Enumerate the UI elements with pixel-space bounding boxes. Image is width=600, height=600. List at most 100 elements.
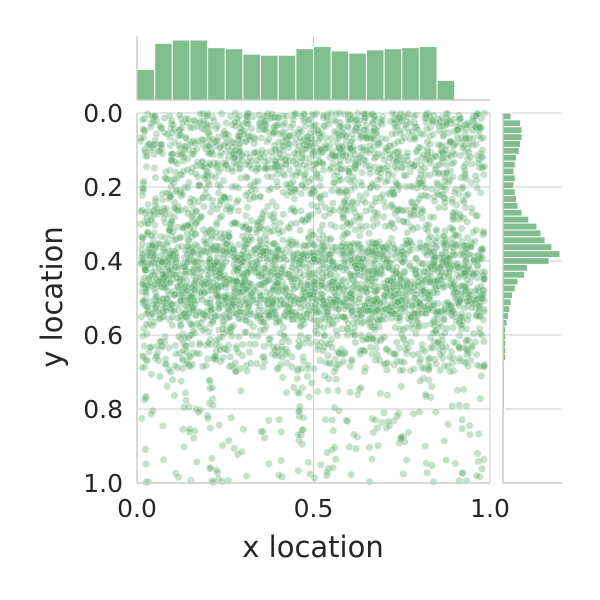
scatter-point <box>300 171 309 180</box>
scatter-point <box>199 136 208 145</box>
scatter-point <box>349 146 358 155</box>
scatter-point <box>215 265 224 274</box>
scatter-point <box>422 118 431 127</box>
scatter-point <box>444 265 453 273</box>
scatter-point <box>469 117 478 125</box>
scatter-point <box>308 142 317 151</box>
scatter-point <box>332 109 341 118</box>
scatter-point <box>176 130 184 139</box>
scatter-point <box>444 420 453 429</box>
scatter-point <box>301 136 310 145</box>
scatter-point <box>255 120 264 129</box>
scatter-point <box>404 128 413 137</box>
scatter-point <box>248 113 257 121</box>
scatter-point <box>403 156 412 165</box>
scatter-point <box>371 416 380 424</box>
scatter-point <box>260 342 268 351</box>
scatter-point <box>395 317 404 325</box>
scatter-point <box>328 147 337 156</box>
scatter-point <box>348 145 357 154</box>
scatter-point <box>384 417 393 426</box>
x-histogram-bar <box>348 52 367 101</box>
scatter-point <box>234 118 243 127</box>
scatter-point <box>276 162 285 170</box>
scatter-point <box>475 126 484 134</box>
scatter-point <box>239 130 248 138</box>
scatter-point <box>321 134 330 143</box>
scatter-point <box>304 177 313 186</box>
scatter-point <box>241 118 250 126</box>
scatter-point <box>163 295 171 304</box>
scatter-point <box>234 183 243 192</box>
scatter-point <box>295 128 303 137</box>
scatter-point <box>143 302 152 311</box>
scatter-point <box>318 158 327 167</box>
scatter-point <box>345 168 353 177</box>
scatter-point <box>222 205 231 214</box>
scatter-point <box>430 197 439 205</box>
scatter-point <box>244 157 252 166</box>
scatter-point <box>389 309 398 318</box>
scatter-point <box>244 109 253 118</box>
scatter-point <box>178 364 187 373</box>
scatter-point <box>440 437 449 445</box>
scatter-point <box>281 350 290 359</box>
scatter-point <box>281 128 289 136</box>
scatter-point <box>243 203 252 212</box>
scatter-point <box>429 329 437 337</box>
scatter-point <box>414 281 422 290</box>
scatter-point <box>195 119 204 128</box>
scatter-point <box>293 374 302 383</box>
scatter-point <box>328 319 337 328</box>
scatter-point <box>343 219 352 228</box>
scatter-point <box>187 233 196 241</box>
scatter-point <box>138 115 147 124</box>
scatter-point <box>437 182 446 191</box>
scatter-point <box>478 153 487 162</box>
scatter-point <box>245 225 254 234</box>
scatter-point <box>237 174 245 182</box>
scatter-point <box>339 249 348 258</box>
scatter-point <box>243 116 252 124</box>
scatter-point <box>219 317 228 326</box>
scatter-point <box>260 264 269 273</box>
scatter-point <box>140 363 149 371</box>
scatter-point <box>429 116 438 125</box>
scatter-point <box>284 152 292 161</box>
scatter-point <box>240 291 248 300</box>
scatter-point <box>423 150 432 159</box>
scatter-point <box>371 288 380 296</box>
scatter-point <box>397 433 406 441</box>
scatter-point <box>141 148 150 156</box>
scatter-point <box>404 428 413 437</box>
y-tick-label: 0.2 <box>83 173 123 202</box>
scatter-point <box>402 276 411 285</box>
scatter-point <box>397 330 406 338</box>
scatter-point <box>395 289 404 298</box>
y-histogram-bar <box>502 291 513 300</box>
scatter-point <box>273 162 281 171</box>
scatter-point <box>173 159 182 168</box>
scatter-point <box>429 477 438 486</box>
scatter-point <box>214 292 222 301</box>
scatter-point <box>383 391 392 400</box>
scatter-point <box>336 156 345 165</box>
scatter-point <box>473 361 482 370</box>
scatter-point <box>218 441 227 450</box>
scatter-point <box>401 123 410 132</box>
scatter-point <box>268 163 276 172</box>
scatter-point <box>348 307 357 315</box>
scatter-point <box>480 162 489 171</box>
scatter-point <box>267 112 275 121</box>
scatter-point <box>294 163 303 171</box>
scatter-point <box>259 153 268 161</box>
scatter-point <box>222 159 231 168</box>
scatter-point <box>312 159 321 168</box>
scatter-point <box>228 120 237 129</box>
x-histogram-bar <box>418 46 438 101</box>
scatter-point <box>148 140 157 149</box>
scatter-point <box>236 387 245 395</box>
scatter-point <box>184 221 192 230</box>
scatter-point <box>212 246 221 255</box>
scatter-point <box>150 150 159 159</box>
